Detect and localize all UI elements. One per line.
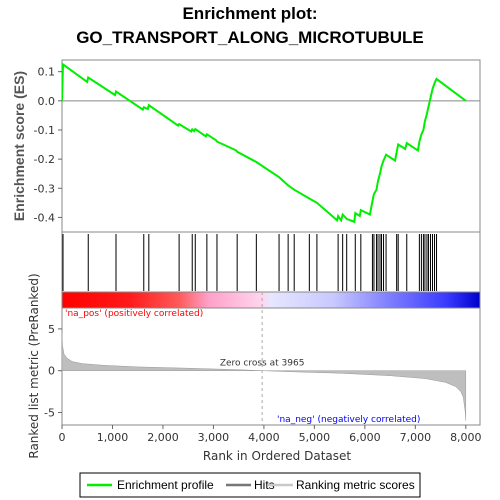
x-tick-label: 0 — [59, 431, 66, 444]
x-axis-label: Rank in Ordered Dataset — [203, 449, 351, 463]
es-y-axis-label: Enrichment score (ES) — [11, 71, 27, 221]
metric-y-axis: 5 0 -5 — [44, 323, 62, 419]
hit-markers — [62, 234, 438, 291]
legend-label-hits: Hits — [254, 478, 275, 492]
es-y-tick-label: 0.1 — [38, 66, 56, 79]
enrichment-profile-line — [62, 62, 467, 224]
chart-title-line2: GO_TRANSPORT_ALONG_MICROTUBULE — [76, 28, 424, 47]
legend-label-ranking-metric-scores: Ranking metric scores — [296, 478, 415, 492]
x-tick-label: 4,000 — [248, 431, 280, 444]
x-tick-label: 1,000 — [97, 431, 129, 444]
metric-y-tick-label: 0 — [48, 365, 55, 378]
x-tick-label: 7,000 — [400, 431, 432, 444]
es-panel-frame — [61, 59, 481, 233]
positive-correlation-label: 'na_pos' (positively correlated) — [65, 309, 203, 319]
x-tick-label: 8,000 — [450, 431, 482, 444]
x-axis: 0 1,000 2,000 3,000 4,000 5,000 6,000 7,000 8,00… — [59, 425, 482, 444]
rank-heatmap-bar — [61, 291, 481, 309]
es-y-tick-label: -0.1 — [34, 124, 55, 137]
es-y-axis: 0.1 0.0 -0.1 -0.2 -0.3 -0.4 — [34, 66, 62, 224]
metric-y-tick-label: 5 — [48, 323, 55, 336]
x-tick-label: 2,000 — [147, 431, 179, 444]
es-y-tick-label: 0.0 — [38, 95, 56, 108]
legend-label-enrichment-profile: Enrichment profile — [117, 478, 214, 492]
chart-title-line1: Enrichment plot: — [182, 4, 318, 23]
zero-cross-label: Zero cross at 3965 — [220, 359, 305, 369]
ranking-metric-area — [61, 333, 467, 421]
x-tick-label: 6,000 — [349, 431, 381, 444]
es-y-tick-label: -0.2 — [34, 153, 55, 166]
es-y-tick-label: -0.4 — [34, 211, 55, 224]
negative-correlation-label: 'na_neg' (negatively correlated) — [277, 415, 420, 425]
metric-y-tick-label: -5 — [44, 406, 55, 419]
x-tick-label: 3,000 — [198, 431, 230, 444]
x-tick-label: 5,000 — [299, 431, 331, 444]
hits-panel-frame — [61, 231, 481, 293]
metric-y-axis-label: Ranked list metric (PreRanked) — [27, 273, 41, 458]
es-y-tick-label: -0.3 — [34, 182, 55, 195]
